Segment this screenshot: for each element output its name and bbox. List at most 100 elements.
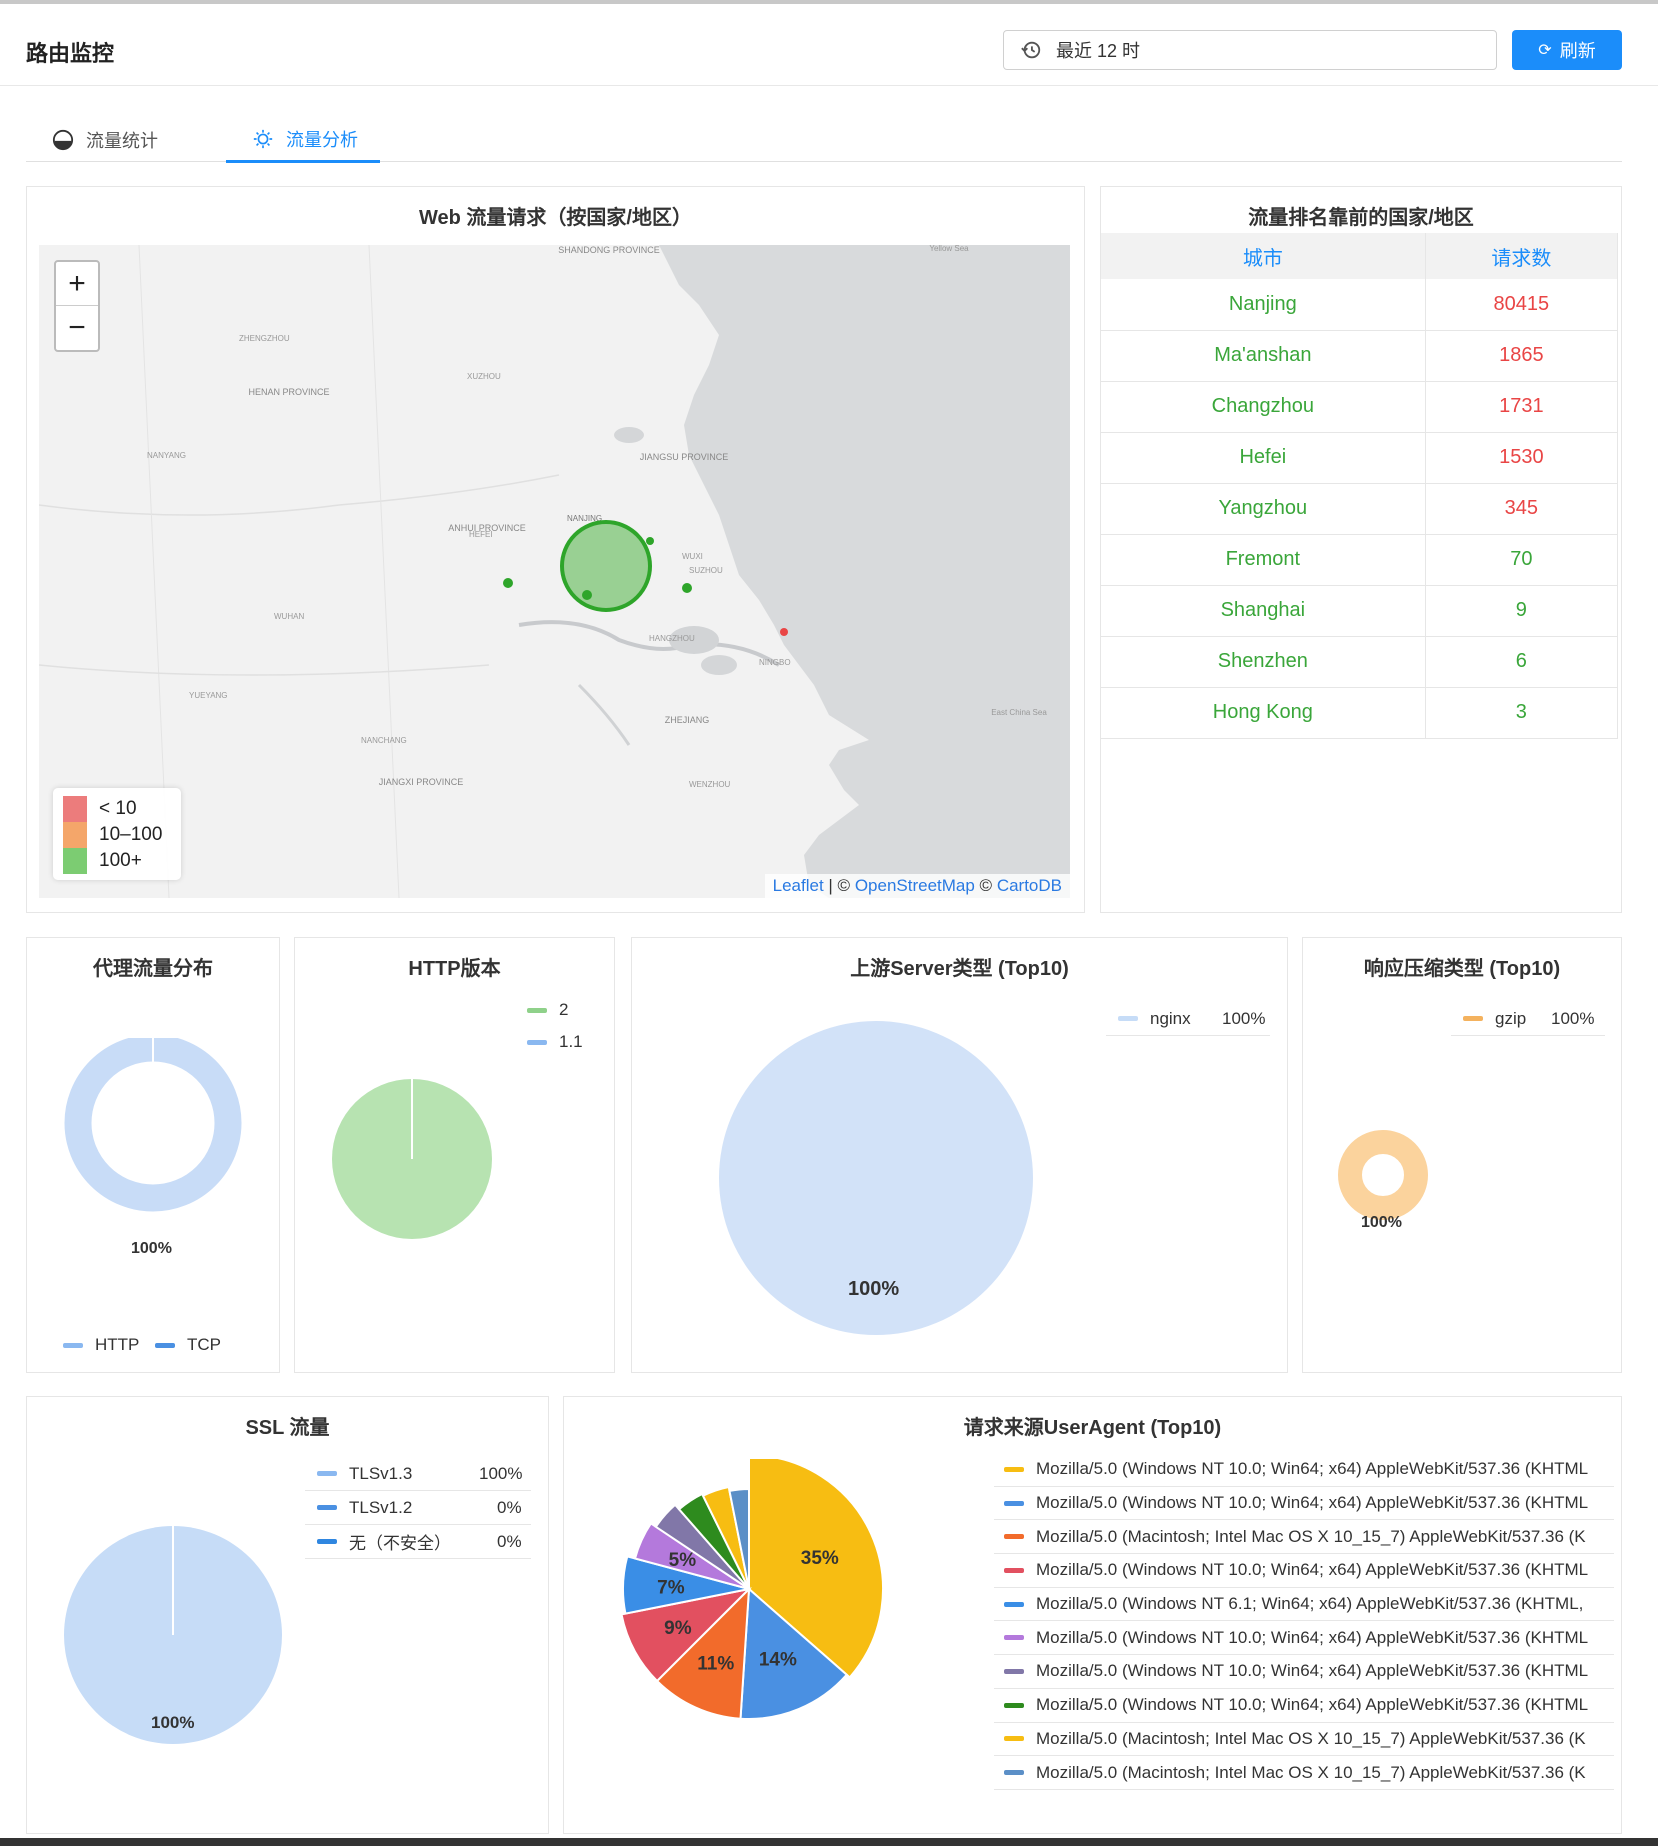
map-marker-changzhou[interactable] — [682, 583, 692, 593]
useragent-legend-item[interactable]: Mozilla/5.0 (Windows NT 10.0; Win64; x64… — [994, 1554, 1614, 1588]
legend-value: 0% — [497, 1497, 522, 1517]
http-legend-2[interactable]: 2 — [527, 1000, 568, 1020]
time-range-value: 最近 12 时 — [1056, 41, 1141, 61]
tab-traffic-stats[interactable]: 流量统计 — [52, 118, 158, 162]
pie-slice[interactable] — [748, 1459, 884, 1679]
proxy-legend-tcp[interactable]: TCP — [155, 1335, 221, 1355]
traffic-map[interactable]: SHANDONG PROVINCE HENAN PROVINCE ANHUI P… — [39, 245, 1070, 898]
proxy-legend-http[interactable]: HTTP — [63, 1335, 139, 1355]
ranking-city: Hefei — [1101, 432, 1426, 484]
legend-row-lt10: < 10 — [63, 796, 171, 822]
useragent-legend-item[interactable]: Mozilla/5.0 (Windows NT 6.1; Win64; x64)… — [994, 1588, 1614, 1622]
map-marker-maanshan[interactable] — [582, 590, 592, 600]
history-icon — [1021, 41, 1041, 59]
useragent-legend-item[interactable]: Mozilla/5.0 (Windows NT 10.0; Win64; x64… — [994, 1621, 1614, 1656]
pie-slice[interactable] — [622, 1555, 750, 1615]
useragent-legend-item[interactable]: Mozilla/5.0 (Macintosh; Intel Mac OS X 1… — [994, 1723, 1614, 1757]
map-attribution: Leaflet | © OpenStreetMap © CartoDB — [764, 874, 1070, 898]
zoom-out-button[interactable]: − — [68, 311, 86, 344]
leaflet-link[interactable]: Leaflet — [772, 876, 824, 895]
ranking-city: Nanjing — [1101, 279, 1426, 331]
tab-traffic-analysis[interactable]: 流量分析 — [226, 118, 380, 163]
map-label-zhejiang: ZHEJIANG — [665, 715, 710, 725]
proxy-donut-chart[interactable] — [27, 1038, 281, 1338]
pie-slice[interactable] — [677, 1492, 750, 1590]
pie-slice[interactable] — [654, 1503, 750, 1590]
osm-link[interactable]: OpenStreetMap — [854, 876, 975, 895]
ssl-pie[interactable] — [27, 1517, 327, 1757]
pie-slice[interactable] — [701, 1485, 750, 1590]
ssl-legend-insecure[interactable]: 无（不安全） 0% — [305, 1525, 531, 1559]
map-marker-yangzhou[interactable] — [646, 537, 654, 545]
upstream-pct-label: 100% — [848, 1278, 900, 1300]
legend-swatch — [1004, 1736, 1024, 1742]
useragent-panel: 请求来源UserAgent (Top10) 35% 14% 11% 9% 7% 5% Mo… — [563, 1396, 1622, 1834]
ssl-legend: TLSv1.3 100% TLSv1.2 0% 无（不安全） 0% — [305, 1457, 531, 1559]
proxy-panel-title: 代理流量分布 — [93, 958, 213, 980]
upstream-panel: 上游Server类型 (Top10) nginx 100% 100% — [631, 937, 1288, 1373]
map-marker-hefei[interactable] — [503, 578, 513, 588]
legend-label: TLSv1.2 — [349, 1497, 413, 1517]
map-panel-title: Web 流量请求（按国家/地区） — [419, 207, 692, 229]
compression-donut[interactable] — [1303, 1128, 1623, 1268]
useragent-legend-item[interactable]: Mozilla/5.0 (Macintosh; Intel Mac OS X 1… — [994, 1756, 1614, 1790]
upstream-legend: nginx 100% — [1106, 1002, 1270, 1036]
pie-slice[interactable] — [739, 1586, 849, 1720]
legend-label: HTTP — [95, 1335, 140, 1354]
upstream-pie[interactable] — [632, 1018, 1289, 1358]
legend-label: Mozilla/5.0 (Windows NT 6.1; Win64; x64)… — [1036, 1594, 1584, 1614]
bottom-border — [0, 1838, 1658, 1846]
useragent-legend-item[interactable]: Mozilla/5.0 (Macintosh; Intel Mac OS X 1… — [994, 1520, 1614, 1555]
ranking-count: 70 — [1425, 534, 1619, 586]
ranking-city: Shanghai — [1101, 585, 1426, 637]
map-label-henan: HENAN PROVINCE — [248, 387, 329, 397]
map-label-wuhan: WUHAN — [274, 612, 304, 621]
legend-swatch — [1004, 1601, 1024, 1607]
pie-slice[interactable] — [728, 1487, 750, 1590]
pie-slice-label: 11% — [697, 1653, 734, 1674]
compression-legend-gzip[interactable]: gzip 100% — [1451, 1002, 1605, 1036]
attrib-sep: | © — [823, 876, 855, 895]
map-label-zhengzhou: ZHENGZHOU — [239, 334, 290, 343]
legend-swatch — [1004, 1668, 1024, 1674]
ranking-count: 3 — [1425, 687, 1619, 739]
refresh-button[interactable]: ⟳ 刷新 — [1512, 30, 1622, 70]
legend-value: 100% — [479, 1463, 523, 1483]
legend-label: 100+ — [99, 850, 142, 871]
map-marker-nanjing[interactable] — [560, 520, 652, 612]
useragent-legend-item[interactable]: Mozilla/5.0 (Windows NT 10.0; Win64; x64… — [994, 1655, 1614, 1689]
ranking-count: 1530 — [1425, 432, 1619, 484]
useragent-legend-item[interactable]: Mozilla/5.0 (Windows NT 10.0; Win64; x64… — [994, 1453, 1614, 1487]
proxy-pct-label: 100% — [131, 1240, 172, 1257]
useragent-legend-item[interactable]: Mozilla/5.0 (Windows NT 10.0; Win64; x64… — [994, 1487, 1614, 1521]
ranking-city: Hong Kong — [1101, 687, 1426, 739]
ssl-legend-tls13[interactable]: TLSv1.3 100% — [305, 1457, 531, 1491]
ranking-row: Shanghai 9 — [1101, 585, 1619, 637]
time-range-select[interactable]: 最近 12 时 — [1003, 30, 1497, 70]
col-count-header[interactable]: 请求数 — [1425, 233, 1619, 279]
http-version-pie[interactable] — [295, 1078, 616, 1278]
map-label-hangzhou: HANGZHOU — [649, 634, 695, 643]
col-city-header[interactable]: 城市 — [1101, 233, 1426, 279]
http-legend-1-1[interactable]: 1.1 — [527, 1032, 583, 1052]
map-label-jiangxi: JIANGXI PROVINCE — [379, 777, 464, 787]
useragent-pie[interactable]: 35% 14% 11%9% 7% 5% — [564, 1459, 984, 1819]
pie-slice[interactable] — [620, 1587, 753, 1683]
map-label-hefei: HEFEI — [469, 530, 493, 539]
legend-label: Mozilla/5.0 (Windows NT 10.0; Win64; x64… — [1036, 1493, 1589, 1513]
proxy-panel: 代理流量分布 100% HTTP TCP — [26, 937, 280, 1373]
refresh-icon: ⟳ — [1538, 42, 1552, 59]
http-version-panel-title: HTTP版本 — [408, 958, 501, 980]
ranking-count: 1865 — [1425, 330, 1619, 382]
pie-slice-label: 35% — [801, 1548, 839, 1569]
ssl-legend-tls12[interactable]: TLSv1.2 0% — [305, 1491, 531, 1525]
tab-traffic-stats-label: 流量统计 — [86, 131, 158, 151]
useragent-legend-item[interactable]: Mozilla/5.0 (Windows NT 10.0; Win64; x64… — [994, 1689, 1614, 1723]
pie-slice[interactable] — [633, 1522, 750, 1590]
map-marker-shanghai[interactable] — [780, 628, 788, 636]
zoom-in-button[interactable]: + — [56, 262, 98, 306]
upstream-legend-nginx[interactable]: nginx 100% — [1106, 1002, 1270, 1036]
pie-slice[interactable] — [655, 1586, 751, 1720]
zoom-control: + − — [54, 260, 100, 352]
carto-link[interactable]: CartoDB — [996, 876, 1062, 895]
